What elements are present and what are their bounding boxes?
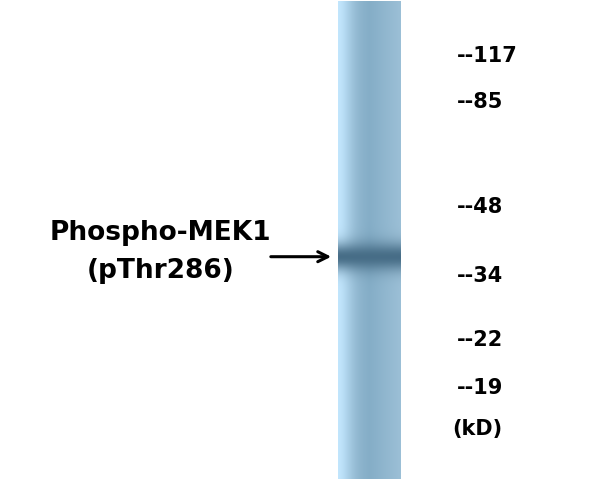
Text: (kD): (kD) xyxy=(453,419,503,439)
Text: (pThr286): (pThr286) xyxy=(86,258,234,284)
Text: --19: --19 xyxy=(457,378,503,398)
Text: Phospho-MEK1: Phospho-MEK1 xyxy=(49,220,271,246)
Text: --22: --22 xyxy=(457,330,503,350)
Text: --34: --34 xyxy=(457,266,503,286)
Text: --117: --117 xyxy=(457,46,518,66)
Text: --48: --48 xyxy=(457,197,503,216)
Text: --85: --85 xyxy=(457,92,503,112)
